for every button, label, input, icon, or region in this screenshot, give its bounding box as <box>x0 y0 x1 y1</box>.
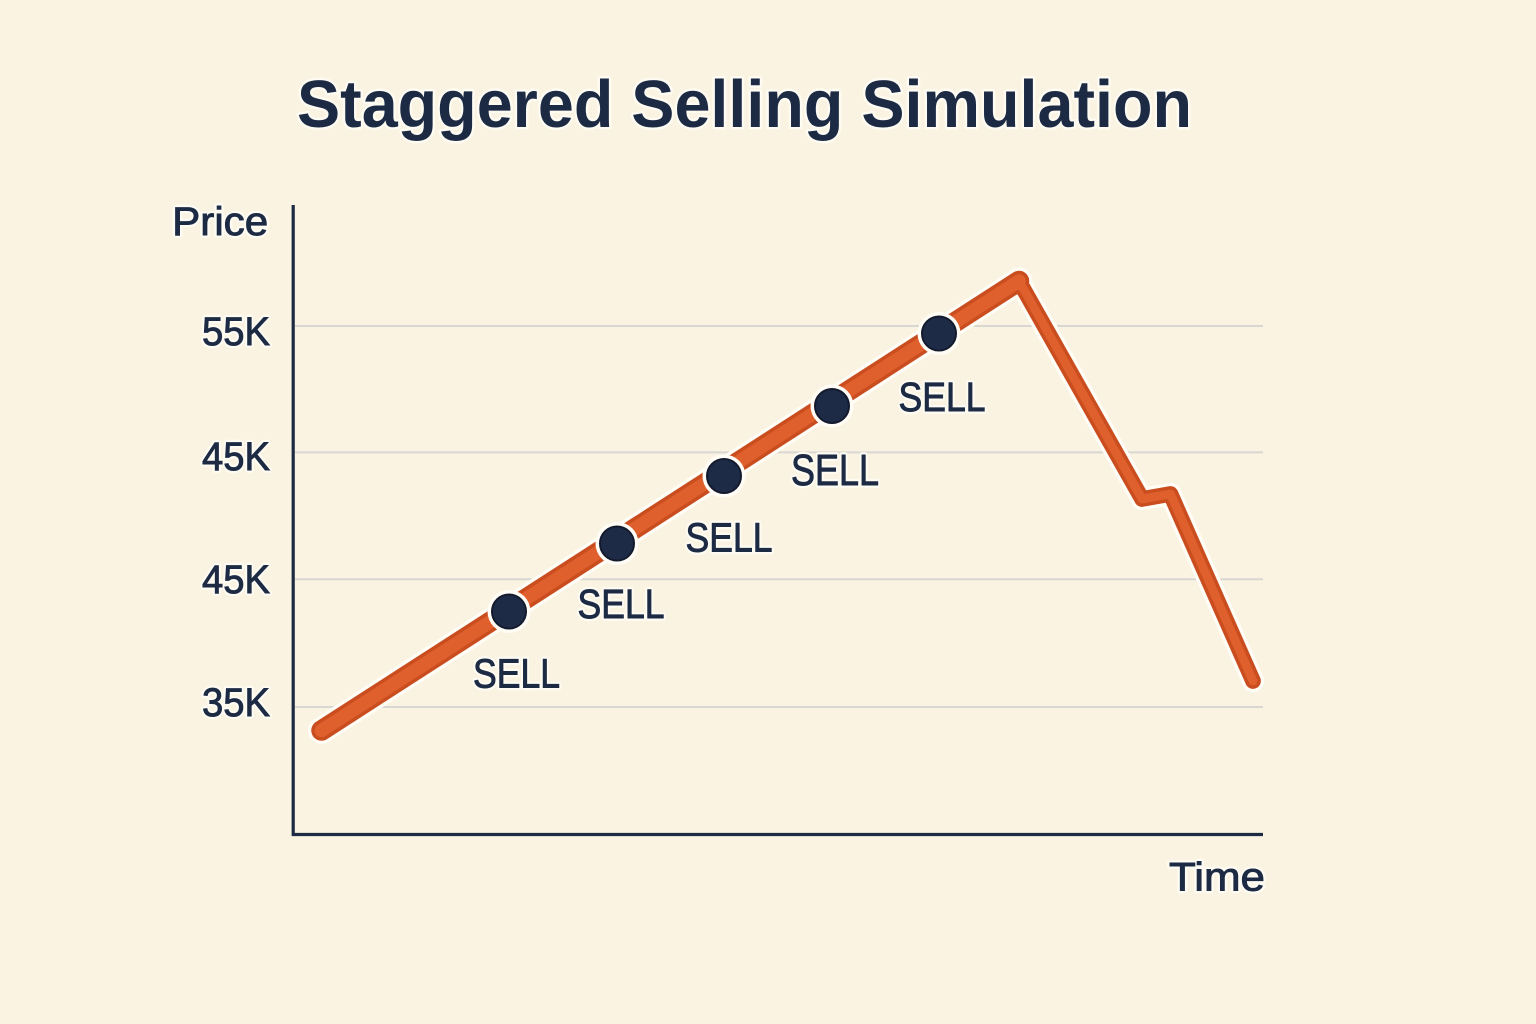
svg-text:Staggered Selling Simulation: Staggered Selling Simulation <box>297 67 1192 142</box>
